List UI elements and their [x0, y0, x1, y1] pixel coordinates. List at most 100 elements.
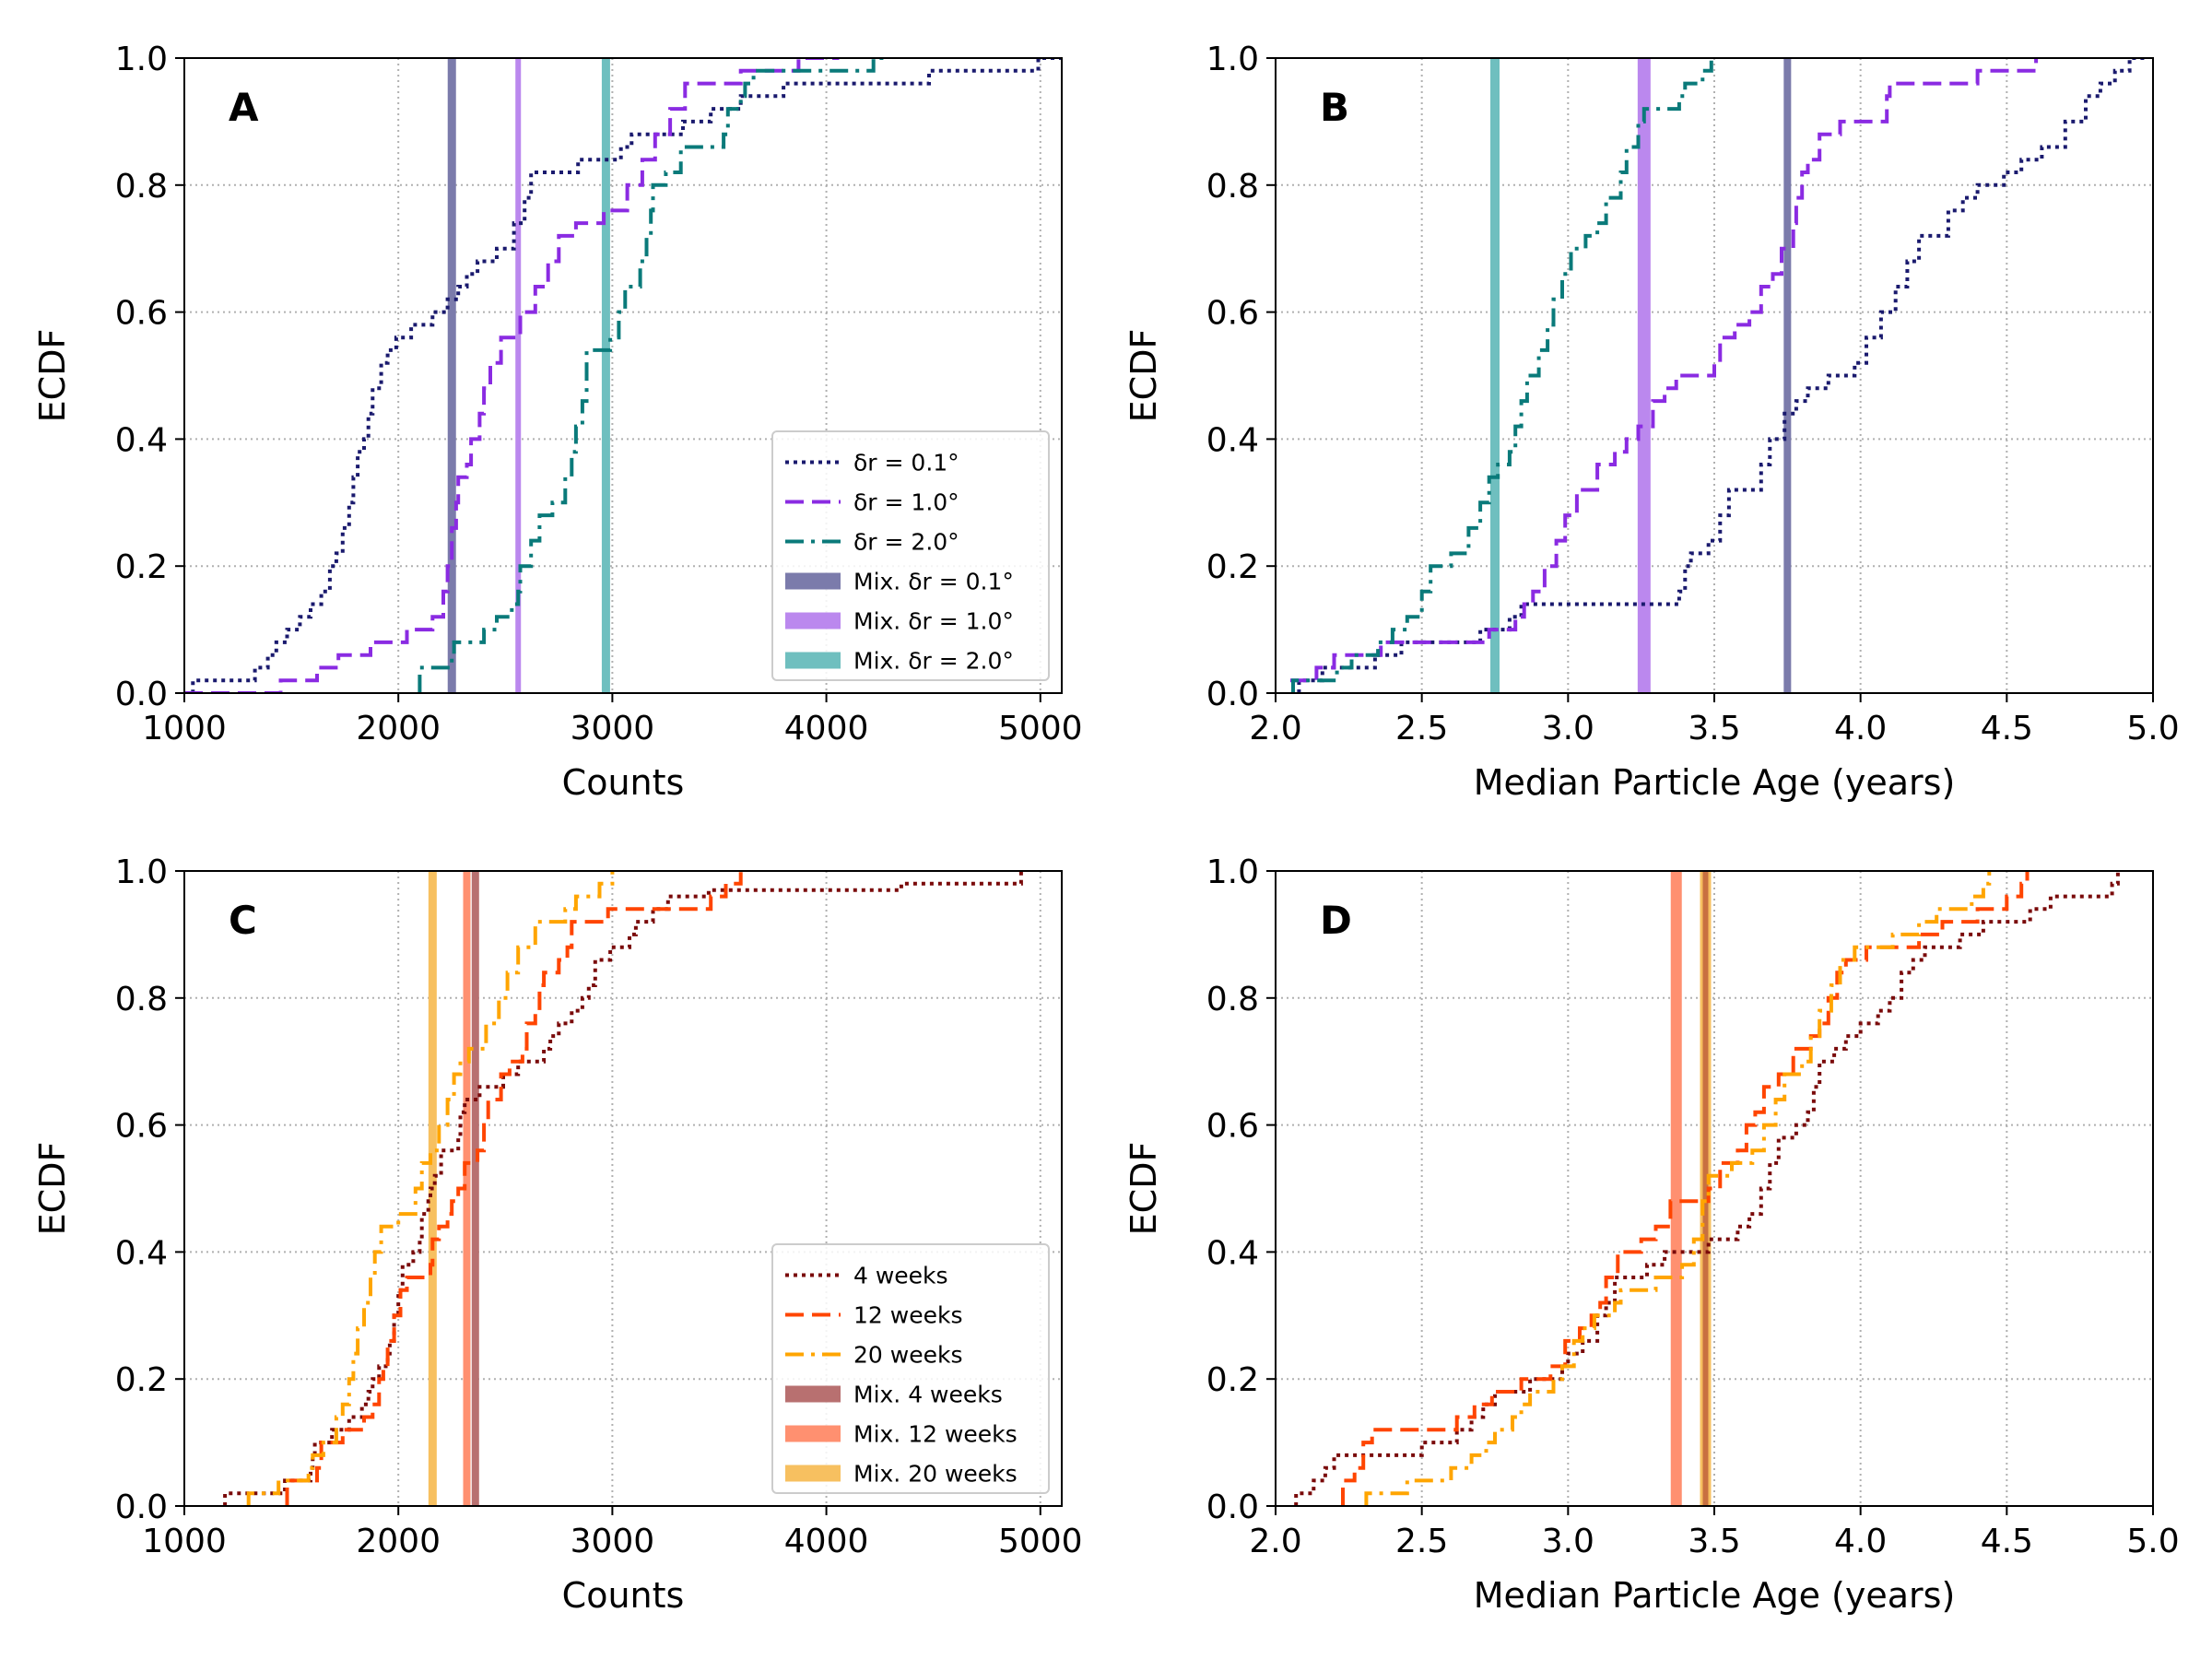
- panel-d-ytick-label: 0.6: [1206, 1108, 1259, 1146]
- panel-a-ytick-label: 0.6: [115, 295, 168, 333]
- panel-c-plot-area: [223, 871, 1023, 1506]
- panel-a-legend-label: δr = 0.1°: [853, 450, 959, 477]
- panel-c-legend-label: Mix. 4 weeks: [853, 1382, 1003, 1408]
- panel-a-legend-patch: [785, 652, 841, 669]
- panel-a-xtick-label: 3000: [571, 710, 655, 747]
- panel-b-series-dashed: [1289, 58, 2039, 683]
- panel-b-ylabel: ECDF: [1124, 329, 1164, 423]
- panel-a-letter: A: [229, 85, 259, 130]
- panel-c-xtick-label: 1000: [142, 1523, 227, 1560]
- panel-a-series-dashed: [184, 58, 840, 693]
- panel-b-xtick-label: 5.0: [2126, 710, 2179, 747]
- panel-c-xtick-label: 4000: [784, 1523, 869, 1560]
- panel-a-ytick-label: 0.2: [115, 548, 168, 586]
- panel-a-legend: δr = 0.1° δr = 1.0° δr = 2.0° Mix. δr = 0.1…: [771, 430, 1050, 681]
- panel-d-xtick-label: 5.0: [2126, 1523, 2179, 1560]
- panel-c-xtick-label: 3000: [571, 1523, 655, 1560]
- panel-a-legend-label: Mix. δr = 1.0°: [853, 608, 1014, 635]
- panel-b-ytick-label: 0.8: [1206, 168, 1259, 206]
- panel-a-xtick-label: 2000: [356, 710, 441, 747]
- panel-b-xtick-label: 3.5: [1688, 710, 1740, 747]
- panel-a-ylabel: ECDF: [32, 329, 73, 423]
- panel-b-series-dashdot: [1291, 58, 1713, 693]
- panel-c-legend-patch: [785, 1465, 841, 1482]
- panel-b-xtick-label: 4.5: [1981, 710, 2033, 747]
- panel-a: 1000 2000 3000 4000 5000 0.0 0.2 0.4 0.6 0.8 1.0 Co…: [32, 41, 1083, 803]
- panel-b-letter: B: [1320, 85, 1349, 130]
- panel-d-xtick-label: 2.0: [1249, 1523, 1301, 1560]
- panel-a-xtick-label: 1000: [142, 710, 227, 747]
- panel-a-ytick-label: 0.4: [115, 421, 168, 459]
- panel-c-frame: [183, 870, 1063, 1507]
- panel-b-ytick-label: 0.6: [1206, 295, 1259, 333]
- panel-d-xlabel: Median Particle Age (years): [1474, 1575, 1956, 1616]
- panel-c-ytick-label: 0.8: [115, 981, 168, 1018]
- panel-b-ytick-label: 0.4: [1206, 421, 1259, 459]
- panel-c-legend-patch: [785, 1385, 841, 1403]
- panel-c-legend-box: [771, 1243, 1050, 1494]
- panel-b-xtick-label: 3.0: [1542, 710, 1594, 747]
- panel-c-letter: C: [229, 898, 257, 943]
- panel-c-ytick-label: 0.2: [115, 1361, 168, 1399]
- panel-d-xtick-label: 2.5: [1395, 1523, 1448, 1560]
- panel-b-xtick-label: 2.5: [1395, 710, 1448, 747]
- panel-c-ytick-label: 0.6: [115, 1108, 168, 1146]
- panel-d-series-dashdot: [1364, 871, 1992, 1506]
- panel-b-plot-area: [1289, 58, 2145, 693]
- panel-b-xtick-label: 4.0: [1834, 710, 1887, 747]
- panel-b-ytick-label: 0.0: [1206, 676, 1259, 713]
- panel-c-ytick-label: 1.0: [115, 853, 168, 891]
- panel-c-series-dashed: [285, 871, 743, 1506]
- panel-b-xtick-label: 2.0: [1249, 710, 1301, 747]
- panel-a-legend-label: δr = 2.0°: [853, 529, 959, 556]
- panel-b-ytick-label: 0.2: [1206, 548, 1259, 586]
- panel-d-ytick-label: 1.0: [1206, 853, 1259, 891]
- panel-a-legend-patch: [785, 572, 841, 590]
- panel-c-legend-label: Mix. 12 weeks: [853, 1421, 1018, 1448]
- panel-c-legend-label: 4 weeks: [853, 1263, 948, 1289]
- panel-a-plot-area: [184, 58, 1062, 693]
- panel-c-legend-patch: [785, 1425, 841, 1442]
- panel-a-legend-box: [771, 430, 1050, 681]
- panel-d-series-dashed: [1341, 871, 2030, 1506]
- panel-d-ytick-label: 0.0: [1206, 1488, 1259, 1526]
- panel-d-ytick-label: 0.8: [1206, 981, 1259, 1018]
- panel-a-legend-label: Mix. δr = 2.0°: [853, 648, 1014, 675]
- panel-a-series-dashdot: [418, 58, 891, 693]
- panel-a-legend-label: Mix. δr = 0.1°: [853, 569, 1014, 595]
- panel-c-xtick-label: 2000: [356, 1523, 441, 1560]
- panel-d-ytick-label: 0.2: [1206, 1361, 1259, 1399]
- panel-b: 2.0 2.5 3.0 3.5 4.0 4.5 5.0 0.0 0.2 0.4 0.6 0.8 1.0 M…: [1124, 41, 2180, 803]
- panel-c-series-dotted: [223, 871, 1023, 1506]
- panel-c-xlabel: Counts: [562, 1575, 685, 1616]
- panel-c-ytick-label: 0.0: [115, 1488, 168, 1526]
- panel-c-legend: 4 weeks 12 weeks 20 weeks Mix. 4 weeks Mix. …: [771, 1243, 1050, 1494]
- panel-b-xlabel: Median Particle Age (years): [1474, 762, 1956, 803]
- panel-a-legend-label: δr = 1.0°: [853, 489, 959, 516]
- panel-d-ytick-label: 0.4: [1206, 1234, 1259, 1272]
- panel-a-xtick-label: 4000: [784, 710, 869, 747]
- panel-a-series-dotted: [184, 58, 1062, 693]
- panel-d-xtick-label: 4.0: [1834, 1523, 1887, 1560]
- panel-a-ytick-label: 0.0: [115, 676, 168, 713]
- panel-a-xlabel: Counts: [562, 762, 685, 803]
- panel-c-ytick-label: 0.4: [115, 1234, 168, 1272]
- panel-a-ytick-label: 1.0: [115, 41, 168, 78]
- panel-c-legend-label: 20 weeks: [853, 1342, 962, 1369]
- panel-b-ytick-label: 1.0: [1206, 41, 1259, 78]
- panel-d-xtick-label: 4.5: [1981, 1523, 2033, 1560]
- panel-a-xtick-label: 5000: [998, 710, 1083, 747]
- panel-d-xtick-label: 3.5: [1688, 1523, 1740, 1560]
- panel-c-legend-label: Mix. 20 weeks: [853, 1461, 1018, 1488]
- panel-c: 1000 2000 3000 4000 5000 0.0 0.2 0.4 0.6 0.8 1.0 Co…: [32, 853, 1083, 1616]
- panel-d-letter: D: [1320, 898, 1352, 943]
- panel-d: 2.0 2.5 3.0 3.5 4.0 4.5 5.0 0.0 0.2 0.4 0.6 0.8 1.0 M…: [1124, 853, 2180, 1616]
- panel-d-xtick-label: 3.0: [1542, 1523, 1594, 1560]
- panel-a-frame: [183, 57, 1063, 694]
- panel-a-ytick-label: 0.8: [115, 168, 168, 206]
- panel-d-plot-area: [1294, 871, 2120, 1506]
- panel-c-legend-label: 12 weeks: [853, 1302, 962, 1329]
- panel-c-series-dashdot: [246, 871, 615, 1506]
